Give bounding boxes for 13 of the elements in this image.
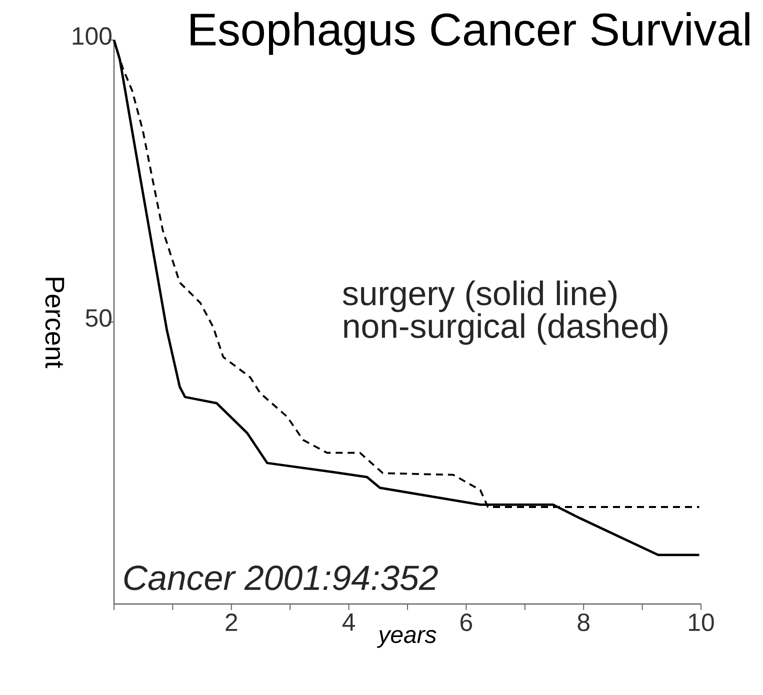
annotation: Cancer 2001:94:352 xyxy=(124,566,438,590)
x-tick-label: 2 xyxy=(226,614,238,631)
x-axis-title: years xyxy=(376,630,436,648)
x-tick-label: 8 xyxy=(578,614,590,632)
annotation: surgery (solid line) xyxy=(342,280,617,312)
y-axis-title: Percent xyxy=(45,278,64,368)
annotation: non-surgical (dashed) xyxy=(344,313,668,345)
chart-title: Esophagus Cancer Survival xyxy=(190,12,750,55)
y-tick-label: 100 xyxy=(72,27,112,45)
y-tick-label: 50 xyxy=(86,309,112,327)
x-tick-label: 6 xyxy=(460,614,472,632)
x-tick-label: 4 xyxy=(342,614,355,631)
x-tick-label: 10 xyxy=(689,614,714,632)
